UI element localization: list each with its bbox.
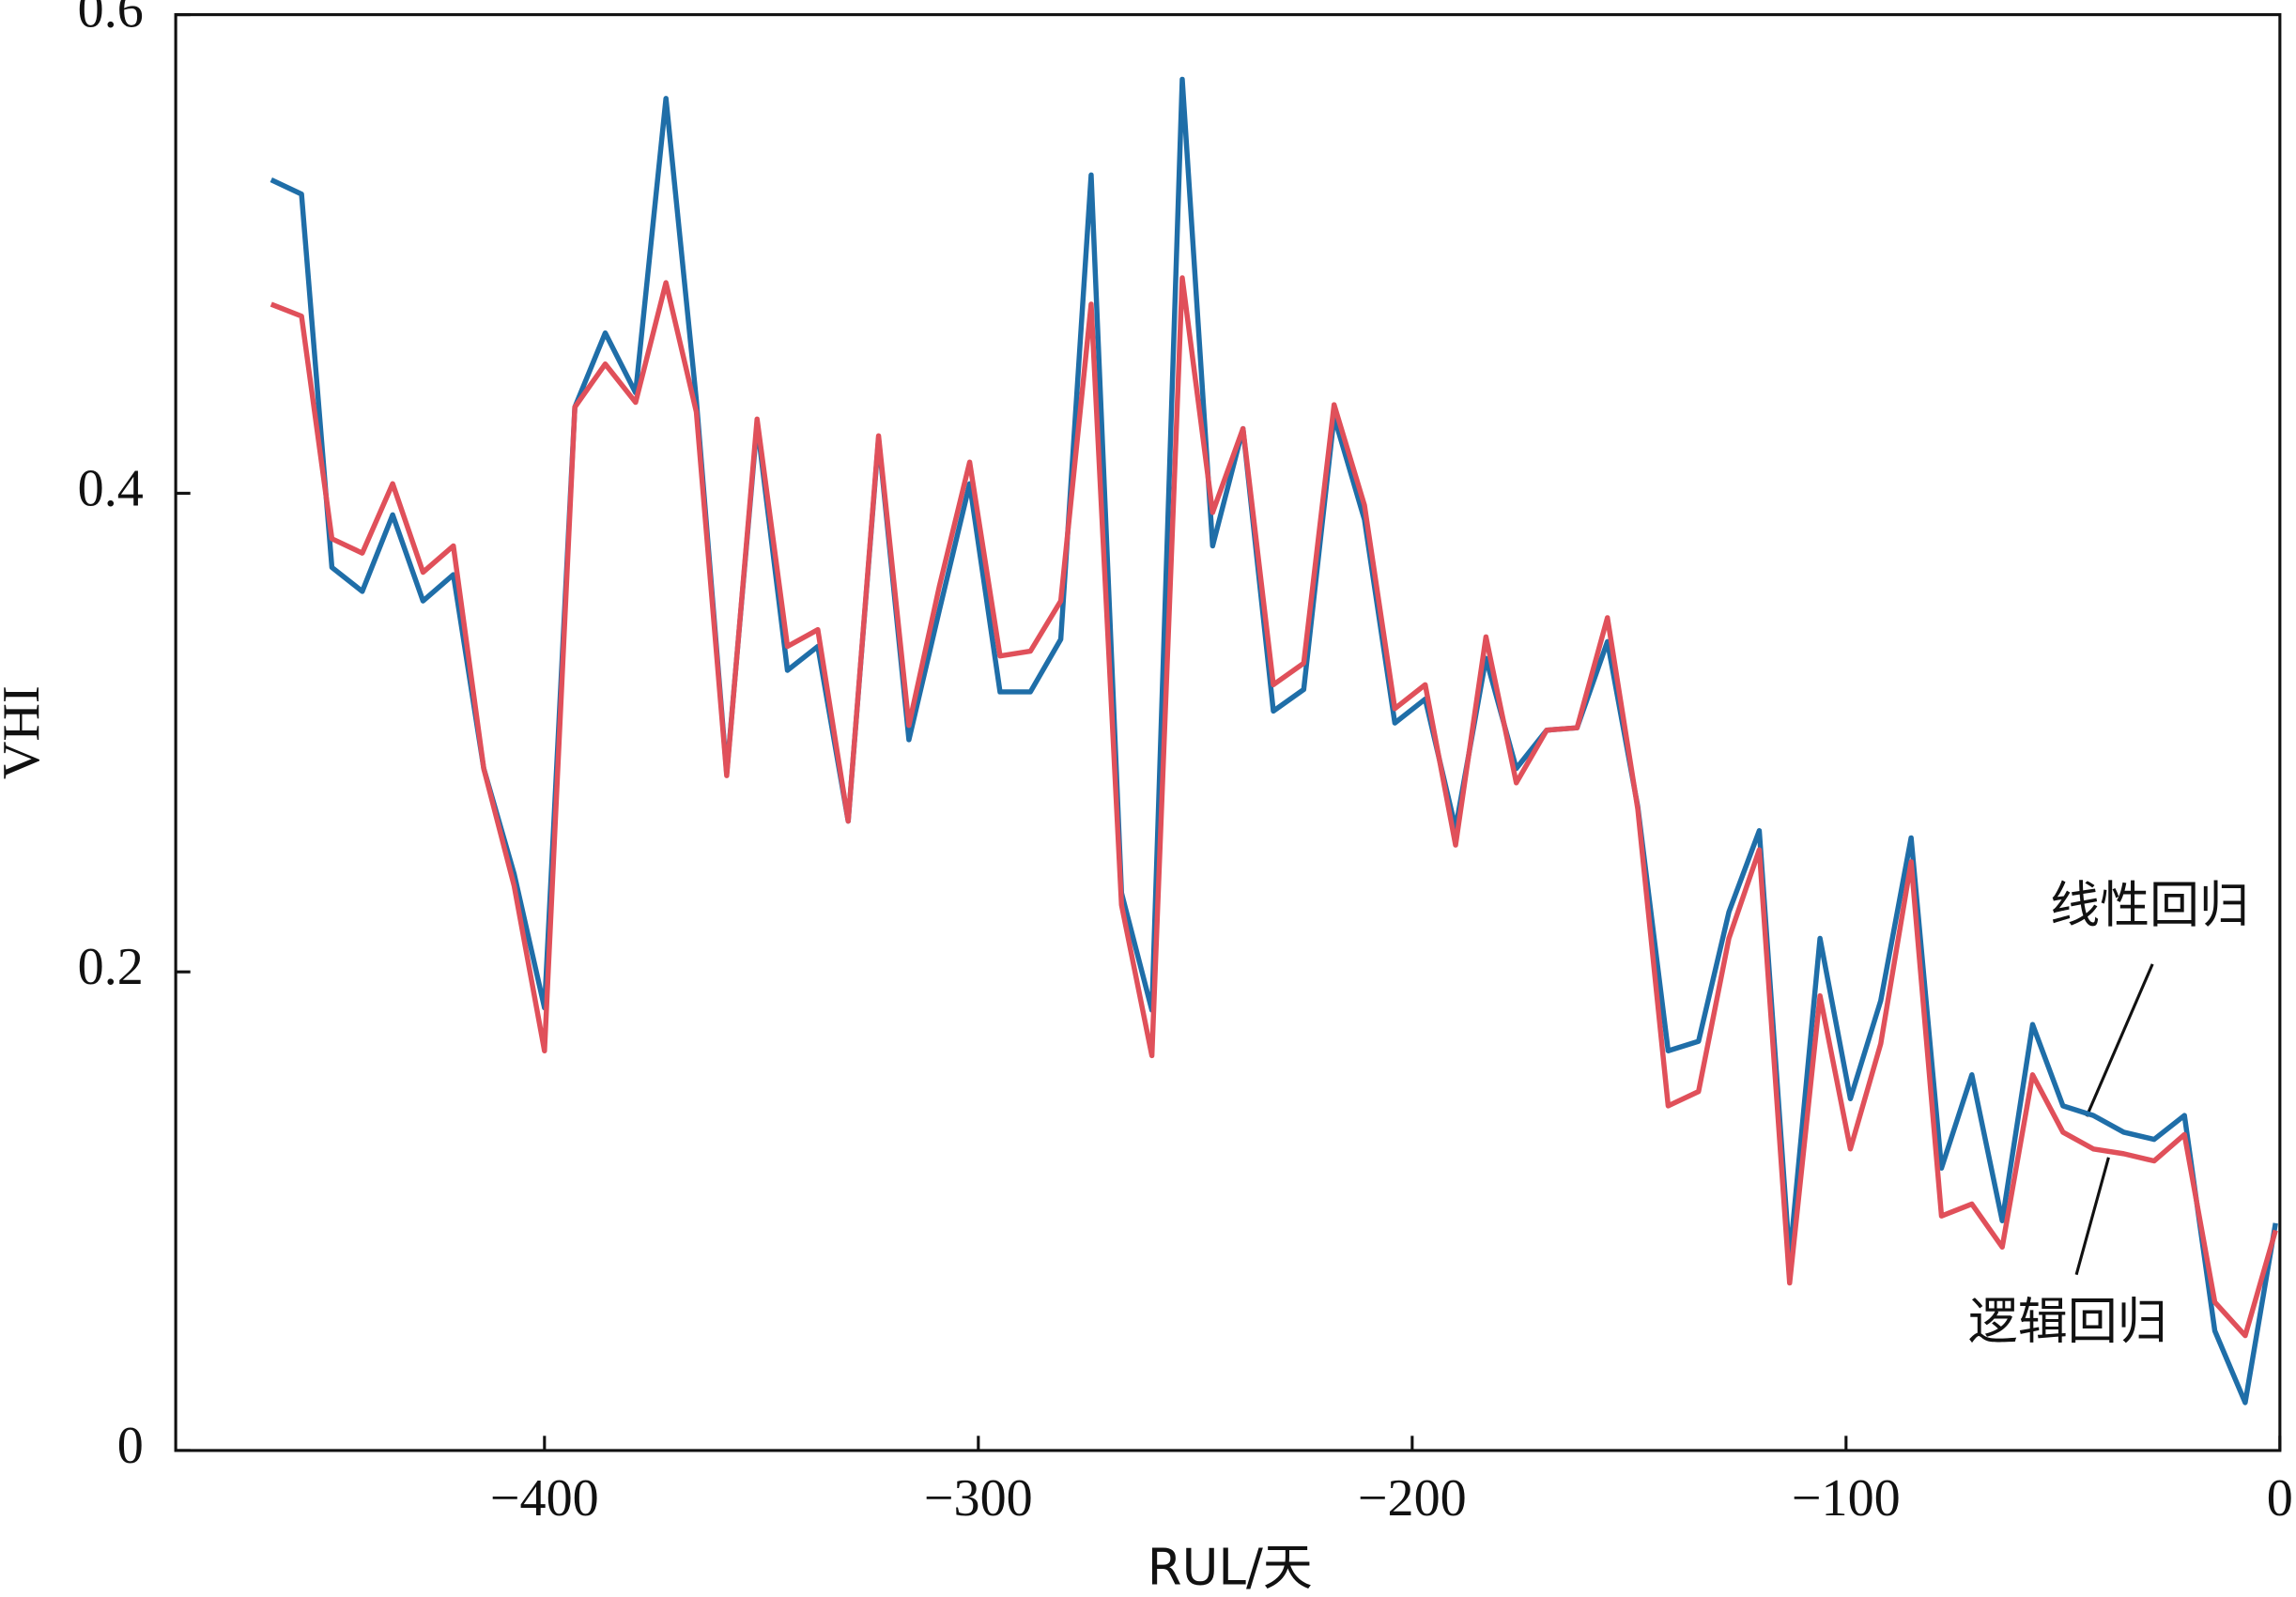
annotation-leader: [2074, 1157, 2110, 1276]
series-line: [270, 76, 2278, 1405]
x-tick-label: −200: [1358, 1469, 1467, 1528]
plot-frame: [174, 13, 2282, 1452]
x-tick-label: −300: [924, 1469, 1033, 1528]
series-annotation: 线性回归: [2050, 876, 2249, 934]
series-line: [270, 275, 2278, 1339]
x-tick-label: −100: [1792, 1469, 1901, 1528]
x-tick-label: −400: [490, 1469, 599, 1528]
series-annotation: 逻辑回归: [1968, 1292, 2167, 1350]
y-tick-label: 0.6: [78, 0, 144, 39]
y-tick-label: 0.2: [78, 938, 144, 996]
x-axis-label: RUL/天: [1148, 1539, 1313, 1597]
x-tick-label: 0: [2267, 1469, 2293, 1528]
annotation-leader: [2085, 963, 2154, 1117]
y-axis-label: VHI: [0, 685, 51, 779]
y-tick-label: 0: [117, 1417, 144, 1475]
y-tick-label: 0.4: [78, 459, 144, 517]
